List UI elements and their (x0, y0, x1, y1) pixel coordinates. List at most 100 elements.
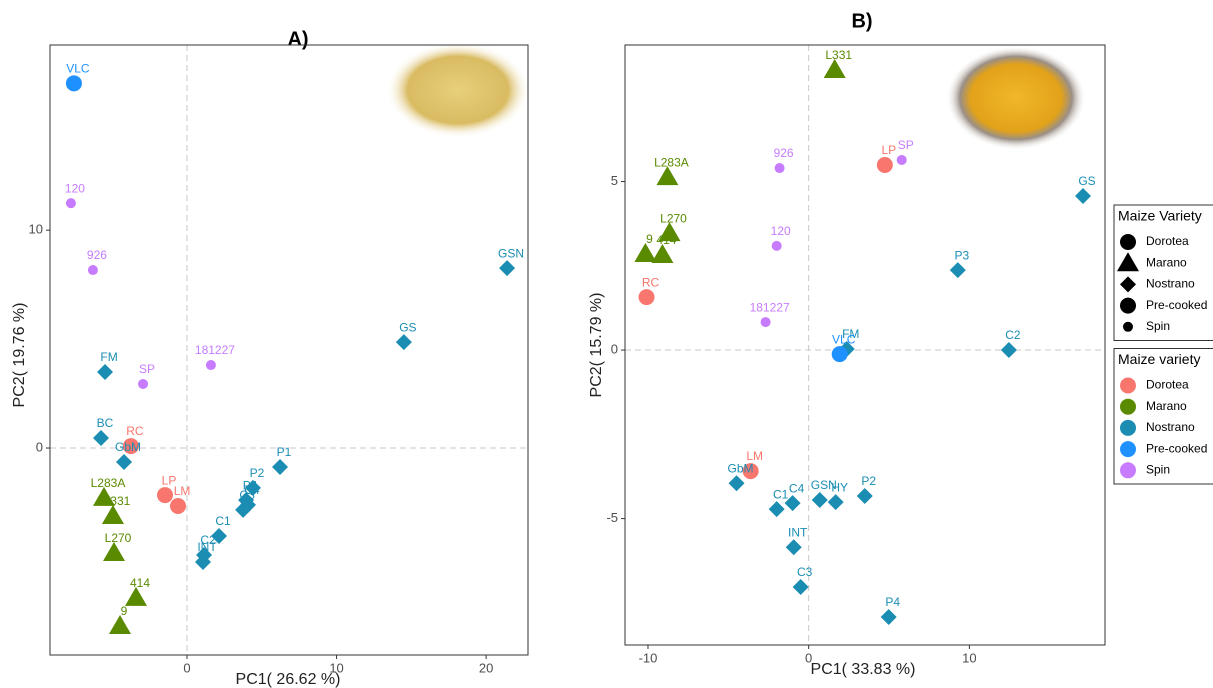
legend-box (1113, 348, 1213, 485)
point (244, 479, 261, 496)
point (811, 492, 828, 509)
point-label: C2 (1005, 328, 1021, 342)
point-label: GS (399, 320, 416, 334)
x-tick-label: 0 (805, 650, 812, 665)
point-label: INT (788, 525, 808, 539)
point (774, 163, 785, 174)
legend-swatch (1120, 462, 1136, 479)
point (831, 346, 848, 363)
point (658, 222, 681, 242)
point-label: GSN (498, 246, 524, 260)
point-label: VLC (832, 332, 856, 346)
x-tick-label: -10 (639, 650, 658, 665)
legend-title: Maize Variety (1118, 208, 1202, 224)
point-label: P4 (885, 595, 900, 609)
point (827, 494, 844, 511)
point (785, 539, 802, 556)
legend-marker (1120, 234, 1136, 250)
flour-photo (386, 42, 530, 138)
point (195, 553, 212, 570)
point-label: C2 (200, 533, 216, 547)
point (103, 542, 126, 562)
legend-marker (1120, 276, 1136, 293)
point-label: C1 (215, 514, 231, 528)
point (949, 262, 966, 279)
point (65, 75, 82, 92)
point (116, 453, 133, 470)
legend-title: Maize variety (1118, 351, 1200, 367)
point-label: BC (97, 416, 114, 430)
point-label: C3 (797, 565, 813, 579)
point-label: 120 (771, 224, 791, 238)
point (157, 487, 174, 504)
chart-title: A) (287, 28, 308, 50)
point-label: GSN (811, 478, 837, 492)
point (93, 430, 110, 447)
point-label: C4 (789, 481, 805, 495)
point-label: L331 (104, 494, 131, 508)
point (395, 334, 412, 351)
point (124, 586, 147, 606)
point (638, 289, 655, 306)
point (235, 501, 252, 518)
point (272, 458, 289, 475)
legend-label: Dorotea (1146, 378, 1189, 392)
y-tick-label: 5 (611, 173, 618, 188)
point-label: L270 (660, 211, 687, 225)
legend-label: Marano (1146, 399, 1187, 413)
point-label: 120 (65, 181, 85, 195)
point-label: L331 (825, 48, 852, 62)
x-axis-label: PC1( 33.83 %) (811, 661, 916, 678)
point-label: INT (197, 540, 217, 554)
point (634, 242, 657, 262)
point-label: 926 (87, 248, 107, 262)
point-label: P4 (243, 478, 258, 492)
legend-marker (1123, 321, 1133, 332)
legend-label: Spin (1146, 462, 1170, 476)
point-label: LP (882, 143, 897, 157)
legend-label: Marano (1146, 255, 1187, 269)
point-label: P2 (861, 474, 876, 488)
point (784, 495, 801, 512)
legend-label: Nostrano (1146, 420, 1195, 434)
legend-label: Pre-cooked (1146, 441, 1207, 455)
point (1000, 342, 1017, 359)
plot-border (49, 44, 529, 656)
point-label: SP (139, 362, 155, 376)
point-label: P2 (250, 466, 265, 480)
x-tick-label: 0 (183, 660, 190, 675)
point (876, 157, 893, 173)
y-tick-label: -5 (606, 510, 618, 525)
point (896, 154, 907, 165)
point (138, 378, 149, 389)
point-label: LM (746, 449, 763, 463)
legend-swatch (1120, 398, 1136, 415)
point (768, 501, 785, 518)
y-tick-label: 10 (29, 222, 43, 237)
x-tick-label: 10 (962, 650, 976, 665)
point-label: C4 (244, 483, 260, 497)
point (651, 244, 674, 263)
point (122, 438, 139, 455)
y-tick-label: 0 (611, 341, 618, 356)
point-label: VLC (66, 62, 90, 76)
legend-swatch (1120, 419, 1136, 436)
point (760, 317, 771, 328)
point (499, 260, 516, 277)
point (65, 198, 76, 209)
point-label: L283A (654, 155, 689, 169)
y-tick-label: 0 (36, 439, 43, 454)
point-label: 414 (656, 233, 676, 247)
point (792, 579, 809, 596)
legend-label: Dorotea (1146, 234, 1189, 248)
legend-swatch (1120, 377, 1136, 394)
point-label: 414 (130, 576, 150, 590)
chart-title: B) (851, 10, 872, 32)
point (728, 475, 745, 492)
point-label: L270 (105, 531, 132, 545)
x-tick-label: 10 (329, 660, 343, 675)
point (211, 528, 228, 545)
point-label: C1 (773, 487, 789, 501)
y-axis-label: PC2( 19.76 %) (11, 303, 28, 408)
